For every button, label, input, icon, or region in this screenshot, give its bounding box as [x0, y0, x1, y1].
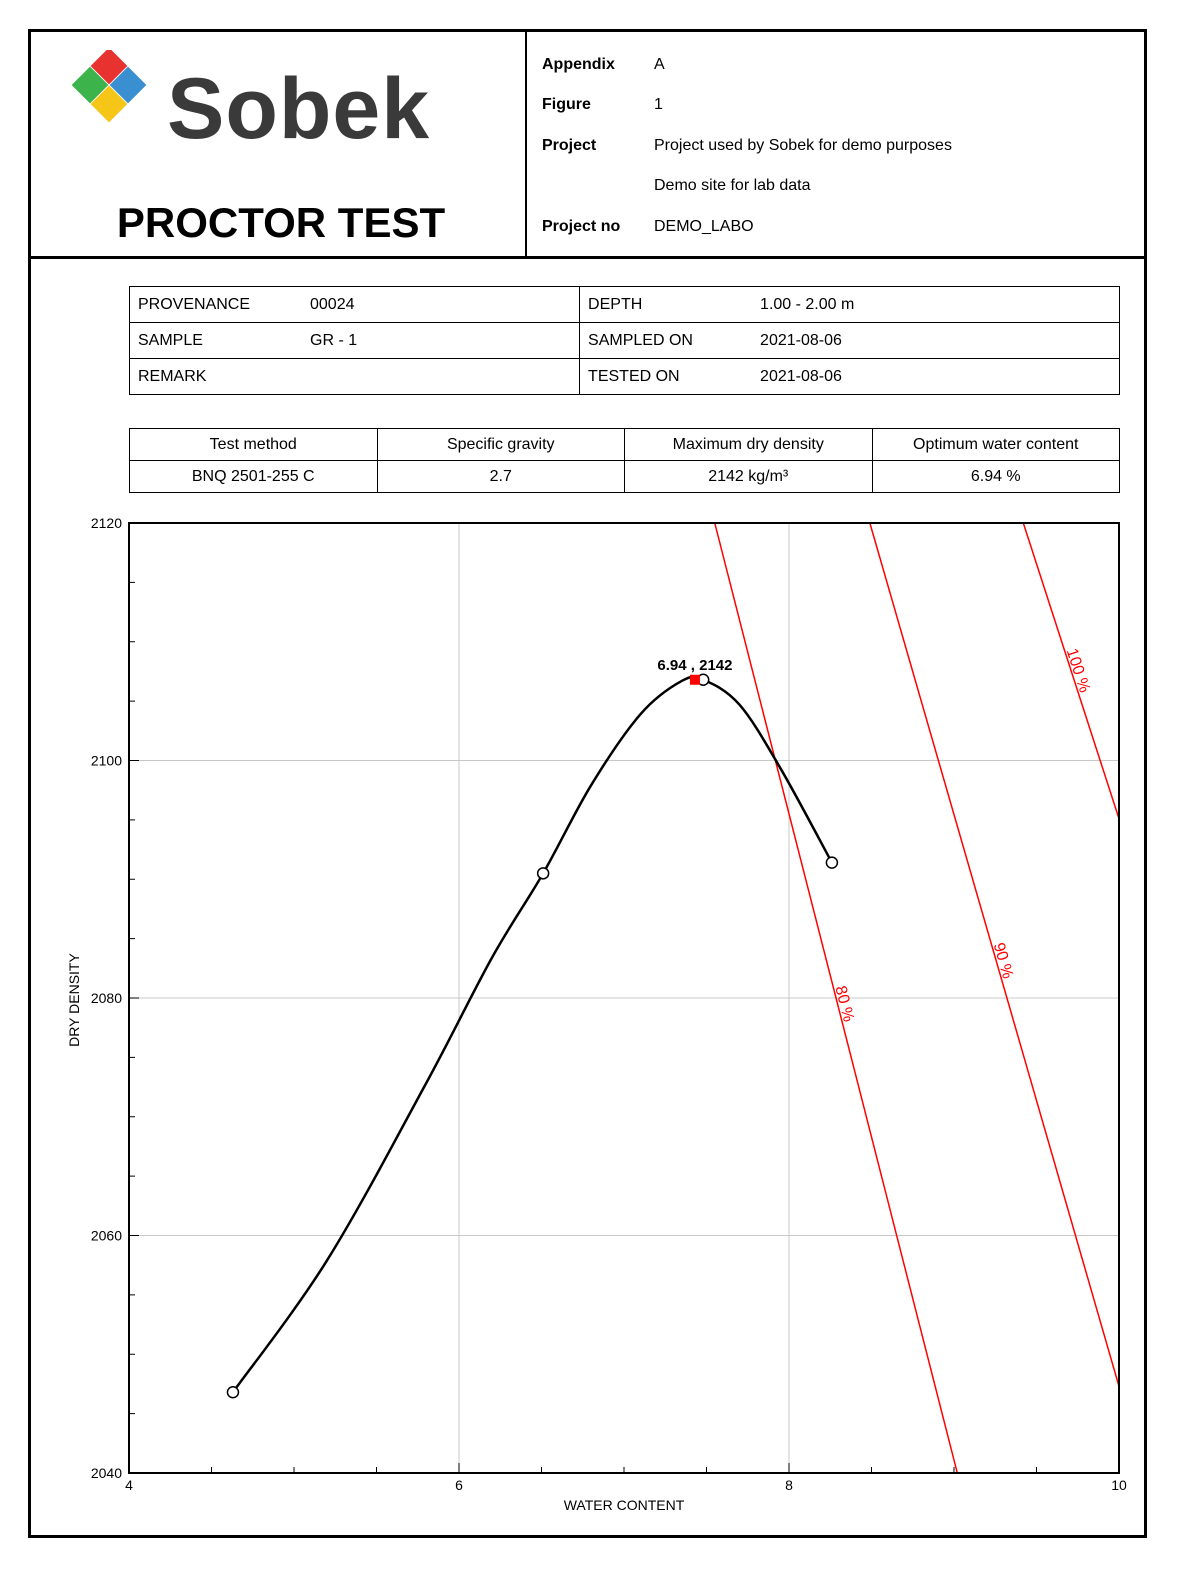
- provenance-cell: PROVENANCE 00024: [128, 286, 581, 323]
- logo-text: Sobek: [167, 61, 431, 157]
- table-row: SAMPLE GR - 1 SAMPLED ON 2021-08-06: [128, 322, 1120, 359]
- data-point: [536, 867, 550, 880]
- meta-value: A: [654, 56, 665, 73]
- results-value-cell: BNQ 2501-255 C: [129, 460, 378, 493]
- data-points: [226, 673, 839, 1399]
- sample-value: GR - 1: [310, 331, 358, 349]
- meta-label: Figure: [542, 96, 591, 113]
- header-divider: [31, 256, 1144, 259]
- remark-label: REMARK: [138, 367, 207, 385]
- x-tick-label: 8: [785, 1477, 793, 1493]
- meta-label: Project: [542, 137, 597, 154]
- header-vertical-divider: [525, 32, 527, 258]
- results-value-cell: 2142 kg/m³: [624, 460, 873, 493]
- y-tick-label: 2040: [91, 1465, 122, 1481]
- y-axis-label: DRY DENSITY: [66, 953, 82, 1047]
- tested-on-label: TESTED ON: [588, 367, 680, 385]
- saturation-line: [869, 522, 1120, 1387]
- x-axis-label: WATER CONTENT: [564, 1497, 685, 1513]
- remark-cell: REMARK: [128, 358, 581, 395]
- results-value-cell: 2.7: [376, 460, 625, 493]
- results-header-cell: Specific gravity: [376, 428, 625, 461]
- x-tick-label: 4: [125, 1477, 133, 1493]
- x-tick-label: 6: [455, 1477, 463, 1493]
- report-frame: Sobek PROCTOR TEST Appendix A Figure 1 P…: [28, 29, 1147, 1538]
- meta-value: Demo site for lab data: [654, 177, 811, 194]
- y-tick-label: 2080: [91, 990, 122, 1006]
- saturation-label: 90 %: [990, 941, 1016, 981]
- chart-labels: 6.94 , 2142: [657, 657, 732, 674]
- results-table: Test method Specific gravity Maximum dry…: [129, 428, 1120, 493]
- meta-value: 1: [654, 96, 663, 113]
- sampled-on-label: SAMPLED ON: [588, 331, 693, 349]
- tested-on-value: 2021-08-06: [760, 367, 842, 385]
- logo-mark-icon: [71, 47, 147, 123]
- ticks: 4 6 8 10 2040 2060 2080 2100 2120: [91, 515, 1127, 1493]
- saturation-line: [714, 522, 959, 1474]
- sample-label: SAMPLE: [138, 331, 203, 349]
- saturation-label: 100 %: [1063, 646, 1093, 694]
- provenance-label: PROVENANCE: [138, 295, 251, 313]
- meta-label: Project no: [542, 218, 621, 235]
- data-point: [226, 1386, 240, 1399]
- depth-value: 1.00 - 2.00 m: [760, 295, 855, 313]
- meta-value: DEMO_LABO: [654, 218, 754, 235]
- data-point: [825, 856, 839, 869]
- sobek-logo: Sobek: [63, 47, 429, 160]
- depth-cell: DEPTH 1.00 - 2.00 m: [579, 286, 1120, 323]
- sample-info-table: PROVENANCE 00024 DEPTH 1.00 - 2.00 m SAMPL…: [128, 286, 1120, 395]
- table-row: REMARK TESTED ON 2021-08-06: [128, 358, 1120, 395]
- meta-value: Project used by Sobek for demo purposes: [654, 137, 952, 154]
- depth-label: DEPTH: [588, 295, 643, 313]
- saturation-label: 80 %: [831, 984, 856, 1024]
- provenance-value: 00024: [310, 295, 355, 313]
- tested-on-cell: TESTED ON 2021-08-06: [579, 358, 1120, 395]
- report-title: PROCTOR TEST: [116, 199, 446, 246]
- x-tick-label: 10: [1111, 1477, 1127, 1493]
- meta-label: Appendix: [542, 56, 615, 73]
- y-tick-label: 2120: [91, 515, 122, 531]
- results-value-row: BNQ 2501-255 C 2.7 2142 kg/m³ 6.94 %: [129, 460, 1120, 493]
- grid-layer: [129, 523, 1119, 1473]
- sampled-on-value: 2021-08-06: [760, 331, 842, 349]
- compaction-curve-line: [231, 675, 833, 1393]
- compaction-curve: [231, 675, 833, 1393]
- results-header-cell: Optimum water content: [871, 428, 1120, 461]
- y-tick-label: 2060: [91, 1228, 122, 1244]
- sampled-on-cell: SAMPLED ON 2021-08-06: [579, 322, 1120, 359]
- table-row: PROVENANCE 00024 DEPTH 1.00 - 2.00 m: [128, 286, 1120, 323]
- optimum-marker: [689, 674, 700, 685]
- optimum-label: 6.94 , 2142: [657, 657, 732, 674]
- y-tick-label: 2100: [91, 753, 122, 769]
- sample-cell: SAMPLE GR - 1: [128, 322, 581, 359]
- results-value-cell: 6.94 %: [871, 460, 1120, 493]
- saturation-line: [1022, 522, 1120, 819]
